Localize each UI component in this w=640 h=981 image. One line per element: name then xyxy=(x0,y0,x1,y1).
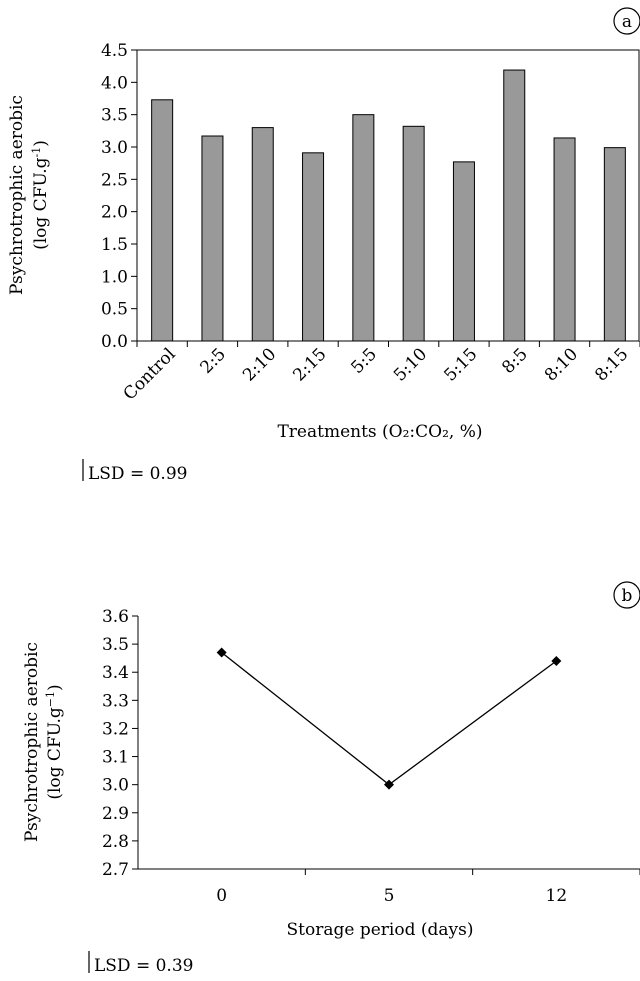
data-point xyxy=(551,655,562,666)
y-tick-label: 3.2 xyxy=(102,719,129,739)
bar xyxy=(201,135,224,342)
bar xyxy=(553,137,576,342)
y-tick-label: 3.0 xyxy=(101,138,128,158)
x-tick-label: 5 xyxy=(384,886,395,906)
y-tick-label: 3.5 xyxy=(101,106,128,126)
y-axis-label-line2: (log CFU.g−1) xyxy=(44,684,65,799)
lsd-text: LSD = 0.99 xyxy=(88,464,187,484)
y-tick-label: 4.5 xyxy=(101,41,128,61)
x-axis-label: Storage period (days) xyxy=(287,920,474,940)
x-tick-label: 2:10 xyxy=(239,344,280,385)
y-axis-label-close: ) xyxy=(45,684,65,691)
x-tick-label: 8:15 xyxy=(591,344,632,385)
panel-label-circle xyxy=(613,581,640,609)
y-tick-label: 3.5 xyxy=(102,635,129,655)
y-tick-label: 2.9 xyxy=(102,804,129,824)
bar xyxy=(402,125,425,342)
x-tick-label: 0 xyxy=(216,886,227,906)
y-tick-label: 2.0 xyxy=(101,203,128,223)
bar xyxy=(302,152,325,342)
y-tick-label: 3.0 xyxy=(102,776,129,796)
x-tick-label: 2:5 xyxy=(196,344,229,377)
y-tick-label: 3.6 xyxy=(102,607,129,627)
y-tick-label: 1.5 xyxy=(101,235,128,255)
y-axis-label-close: ) xyxy=(31,140,51,147)
y-axis-label-line2: (log CFU.g-1) xyxy=(30,140,51,250)
panel-label: a xyxy=(622,12,632,32)
lsd-text: LSD = 0.39 xyxy=(94,956,193,976)
y-axis-label-superscript: -1 xyxy=(30,147,43,158)
x-tick-label: 5:5 xyxy=(347,344,380,377)
bar xyxy=(251,127,274,342)
x-axis-label: Treatments (O₂:CO₂, %) xyxy=(277,422,482,442)
y-tick-label: 3.4 xyxy=(102,663,129,683)
y-tick-label: 2.5 xyxy=(101,170,128,190)
panel-label-circle xyxy=(613,7,640,35)
x-tick-label: 5:10 xyxy=(390,344,431,385)
data-point xyxy=(216,647,227,658)
series-line xyxy=(221,652,557,786)
data-point xyxy=(384,779,394,790)
y-tick-label: 0.5 xyxy=(101,300,128,320)
panel-a: a 0.0 0.5 1.0 1.5 2.0 2.5 3.0 3.5 4.0 4.5 Control 2:… xyxy=(7,7,640,484)
y-tick-label: 3.3 xyxy=(102,691,129,711)
y-tick-label: 3.1 xyxy=(102,748,129,768)
x-tick-label: 8:10 xyxy=(541,344,582,385)
bar xyxy=(503,69,526,342)
y-tick-label: 2.7 xyxy=(102,860,129,880)
x-tick-label: 2:15 xyxy=(289,344,330,385)
bar xyxy=(603,147,626,342)
y-axis-label-line1: Psychrotrophic aerobic xyxy=(7,95,27,295)
bar xyxy=(151,99,174,342)
panel-label: b xyxy=(622,586,633,606)
y-tick-label: 1.0 xyxy=(101,267,128,287)
bar xyxy=(452,161,475,342)
x-tick-label: 8:5 xyxy=(498,344,531,377)
y-axis-label-line1: Psychrotrophic aerobic xyxy=(22,642,42,842)
y-tick-label: 0.0 xyxy=(101,332,128,352)
y-tick-label: 4.0 xyxy=(101,73,128,93)
x-tick-label: 12 xyxy=(546,886,568,906)
panel-b: b 2.7 2.8 2.9 3.0 3.1 3.2 3.3 3.4 3.5 3.6 0 5 12 Psych… xyxy=(22,581,640,976)
x-tick-label: 5:15 xyxy=(440,344,481,385)
y-tick-label: 2.8 xyxy=(102,832,129,852)
bar xyxy=(352,114,375,342)
x-tick-label: Control xyxy=(120,344,180,404)
y-axis-label-superscript: −1 xyxy=(44,691,57,707)
